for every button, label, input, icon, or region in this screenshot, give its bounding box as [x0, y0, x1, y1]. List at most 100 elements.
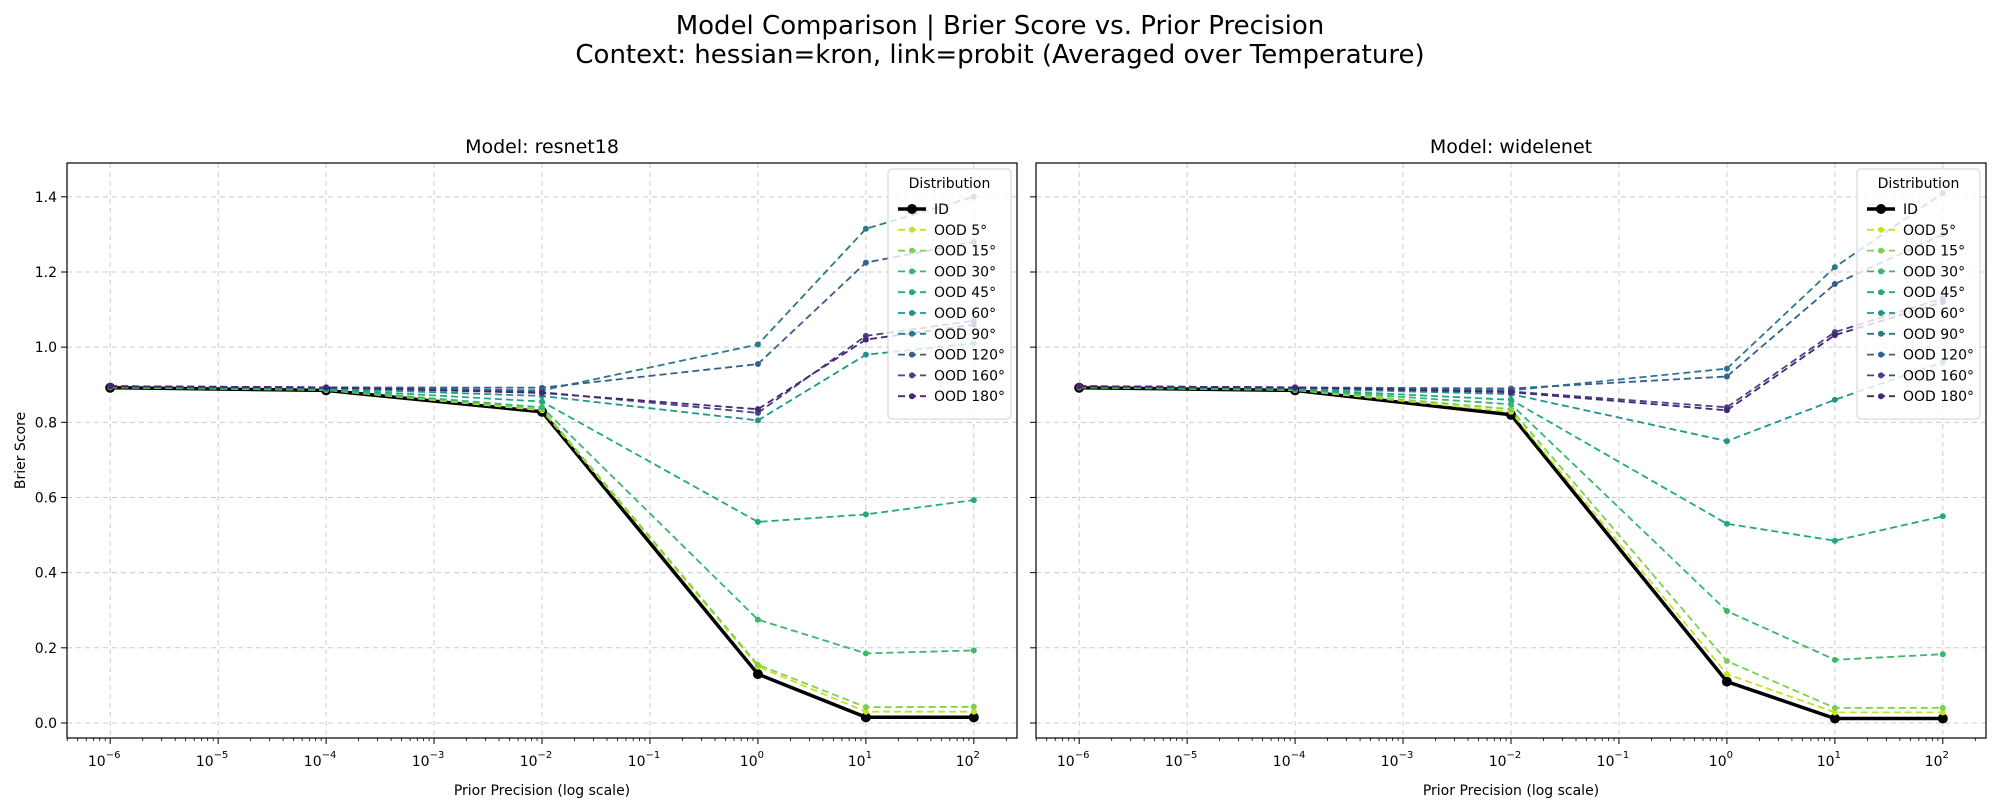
legend: Distribution ID OOD 5° OOD 15° OOD 30° OOD 45…	[887, 168, 1012, 420]
y-tick-label: 0.8	[35, 415, 57, 431]
data-point	[1723, 520, 1730, 527]
legend-box	[887, 168, 1012, 420]
x-tick-exponent: 1	[866, 750, 872, 761]
legend-entry: OOD 160°	[934, 368, 1005, 384]
chart-panel-0: 10−6 10−5 10−4 10−3 10−2 10−1 100 101 1020.00.20…	[13, 136, 1018, 799]
data-point	[754, 361, 761, 368]
x-tick-exponent: −2	[1507, 750, 1522, 761]
legend-title: Distribution	[909, 176, 991, 192]
data-point	[860, 712, 871, 723]
data-point	[1939, 651, 1946, 658]
x-tick-exponent: −4	[322, 750, 337, 761]
legend-swatch-marker	[909, 310, 915, 316]
data-point	[1723, 607, 1730, 614]
legend-entry: OOD 90°	[1903, 327, 1965, 343]
x-tick-exponent: −1	[645, 750, 660, 761]
legend-swatch-marker	[1878, 247, 1884, 254]
legend-entry: OOD 30°	[1903, 264, 1965, 280]
x-tick-exponent: 2	[974, 750, 980, 761]
data-point	[1508, 396, 1514, 403]
x-tick-exponent: −6	[1075, 750, 1090, 761]
data-point	[1831, 264, 1838, 271]
data-point	[862, 225, 869, 232]
legend-swatch-marker	[1878, 330, 1884, 337]
chart-panel-1: 10−6 10−5 10−4 10−3 10−2 10−1 100 101 102Model: …	[1030, 136, 1987, 799]
x-tick-label: 102	[956, 750, 980, 770]
data-point	[1831, 537, 1838, 544]
x-tick-label: 10−1	[628, 750, 661, 770]
data-point	[323, 384, 330, 391]
legend-swatch-marker	[909, 330, 915, 337]
data-point	[1721, 676, 1732, 687]
y-tick-label: 0.6	[35, 490, 57, 506]
series-line-ood-180-	[1079, 301, 1944, 412]
x-tick-label: 10−5	[1165, 750, 1198, 770]
data-point	[1831, 656, 1838, 663]
legend-entry: OOD 90°	[934, 327, 996, 343]
data-point	[1831, 396, 1838, 403]
x-tick-exponent: −6	[106, 750, 121, 761]
figure-title-line2: Context: hessian=kron, link=probit (Aver…	[575, 40, 1424, 70]
legend-entry: OOD 120°	[934, 348, 1005, 364]
legend-swatch-marker	[1878, 268, 1884, 275]
x-tick-exponent: −1	[1614, 750, 1629, 761]
x-tick-label: 10−2	[1489, 750, 1522, 770]
legend-entry: OOD 15°	[1903, 244, 1965, 260]
legend: Distribution ID OOD 5° OOD 15° OOD 30° OOD 45…	[1856, 168, 1981, 420]
data-point	[754, 616, 761, 623]
data-point	[754, 518, 761, 525]
data-point	[1723, 657, 1730, 664]
x-tick-exponent: 2	[1943, 750, 1949, 761]
data-point	[862, 708, 869, 715]
legend-entry: OOD 30°	[934, 264, 996, 280]
data-point	[752, 669, 763, 680]
x-tick-label: 10−1	[1597, 750, 1630, 770]
x-tick-label: 10−4	[1273, 750, 1306, 770]
x-tick-label: 10−3	[1381, 750, 1414, 770]
legend-swatch-marker	[909, 351, 915, 358]
data-point	[1831, 704, 1838, 711]
legend-swatch-marker	[907, 204, 917, 214]
axes-frame	[1035, 162, 1987, 739]
x-tick-exponent: −5	[1183, 750, 1198, 761]
data-point	[539, 398, 545, 405]
data-point	[754, 406, 761, 413]
x-axis-label: Prior Precision (log scale)	[454, 783, 630, 799]
x-tick-exponent: −2	[538, 750, 553, 761]
data-point	[862, 511, 869, 518]
legend-entry: OOD 60°	[934, 306, 996, 322]
x-tick-exponent: −4	[1291, 750, 1306, 761]
data-point	[862, 704, 869, 711]
panel-title: Model: resnet18	[465, 136, 619, 158]
data-point	[1723, 671, 1730, 678]
series-line-ood-180-	[110, 323, 974, 411]
data-point	[539, 390, 545, 396]
data-point	[539, 384, 545, 391]
legend-box	[1856, 168, 1981, 420]
legend-swatch-marker	[909, 247, 915, 254]
data-point	[754, 341, 761, 348]
legend-swatch-marker	[1878, 289, 1884, 296]
x-tick-label: 10−6	[1057, 750, 1090, 770]
y-tick-label: 0.4	[35, 566, 57, 582]
legend-swatch-marker	[1878, 310, 1884, 316]
data-point	[754, 417, 761, 424]
x-tick-label: 10−4	[304, 750, 337, 770]
legend-entry: OOD 180°	[1903, 389, 1974, 405]
legend-swatch-marker	[909, 393, 915, 400]
x-tick-exponent: −5	[214, 750, 229, 761]
y-tick-label: 0.2	[35, 641, 57, 657]
legend-entry: OOD 5°	[934, 223, 987, 239]
legend-entry: OOD 15°	[934, 244, 996, 260]
x-tick-label: 101	[848, 750, 872, 770]
data-point	[970, 647, 977, 654]
legend-swatch-marker	[909, 268, 915, 275]
data-point	[970, 708, 977, 715]
data-point	[1292, 384, 1299, 391]
legend-entry: OOD 160°	[1903, 368, 1974, 384]
legend-entry: OOD 5°	[1903, 223, 1956, 239]
x-tick-exponent: 1	[1835, 750, 1841, 761]
data-point	[862, 650, 869, 657]
data-point	[1723, 438, 1730, 445]
legend-title: Distribution	[1878, 176, 1960, 192]
